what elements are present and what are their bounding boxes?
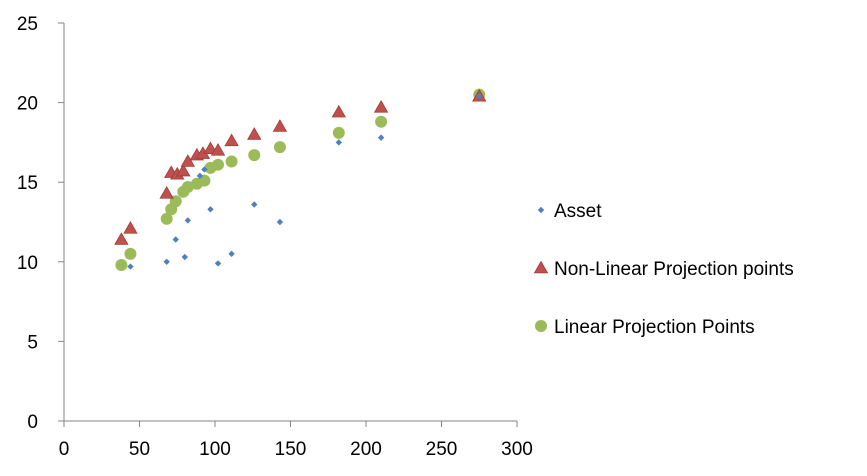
legend-diamond-marker [537,206,545,214]
triangle-point [180,154,196,167]
diamond-point [214,260,222,267]
triangle-point [224,133,239,147]
diamond-point [196,172,204,180]
y-tick-label: 25 [17,14,38,35]
legend-circle-marker [535,320,547,332]
circle-point [115,258,128,271]
x-tick-label: 0 [59,439,70,460]
x-tick-label: 250 [426,439,458,460]
circle-point [248,149,261,162]
diamond-point [163,258,170,265]
y-tick-label: 0 [27,412,38,433]
diamond-point [172,236,179,243]
triangle-point [331,104,347,118]
circle-point [375,115,388,128]
diamond-point [181,253,188,261]
legend-label: Linear Projection Points [554,317,755,338]
x-tick-label: 200 [350,439,382,460]
diamond-point [228,250,235,258]
triangle-point [123,221,138,234]
axes [63,23,517,422]
diamond-point [276,218,284,226]
circle-point [198,174,211,187]
circle-point [225,155,238,168]
circle-point [181,180,194,193]
triangle-point [373,100,389,113]
circle-point [212,158,225,171]
x-axis-ticks: 0 50 100 150 200 250 300 [59,421,533,460]
legend-item: Linear Projection Points [535,317,755,338]
triangle-point [210,143,226,156]
legend: Asset Non-Linear Projection points Linear … [533,201,794,338]
legend-item: Non-Linear Projection points [533,259,794,280]
legend-triangle-marker [533,260,549,274]
y-tick-label: 10 [17,253,38,274]
diamond-point [127,263,134,270]
y-axis-ticks: 0 5 10 15 20 25 [17,14,64,433]
series-diamond [127,93,483,270]
series-triangle [114,88,487,245]
diamond-point [251,201,258,208]
triangle-point [272,119,288,132]
x-tick-label: 50 [129,439,150,460]
circle-point [160,212,173,225]
diamond-point [207,206,214,213]
diamond-point [184,217,192,224]
diamond-point [201,166,208,173]
legend-item: Asset [537,201,602,222]
circle-point [332,126,345,139]
triangle-point [159,186,174,199]
circle-point [273,141,286,154]
x-tick-label: 300 [501,439,533,460]
triangle-point [176,163,191,177]
diamond-point [377,134,385,141]
y-tick-label: 15 [17,173,38,194]
x-tick-label: 100 [199,439,231,460]
x-tick-label: 150 [275,439,307,460]
triangle-point [247,127,262,140]
diamond-point [476,93,483,100]
diamond-point [335,139,343,146]
circle-point [124,247,137,260]
y-tick-label: 20 [17,94,38,115]
legend-label: Non-Linear Projection points [554,259,794,280]
plot-area [114,88,487,271]
y-tick-label: 5 [27,332,38,353]
legend-label: Asset [554,201,602,222]
triangle-point [114,232,129,245]
series-circle [115,88,486,271]
